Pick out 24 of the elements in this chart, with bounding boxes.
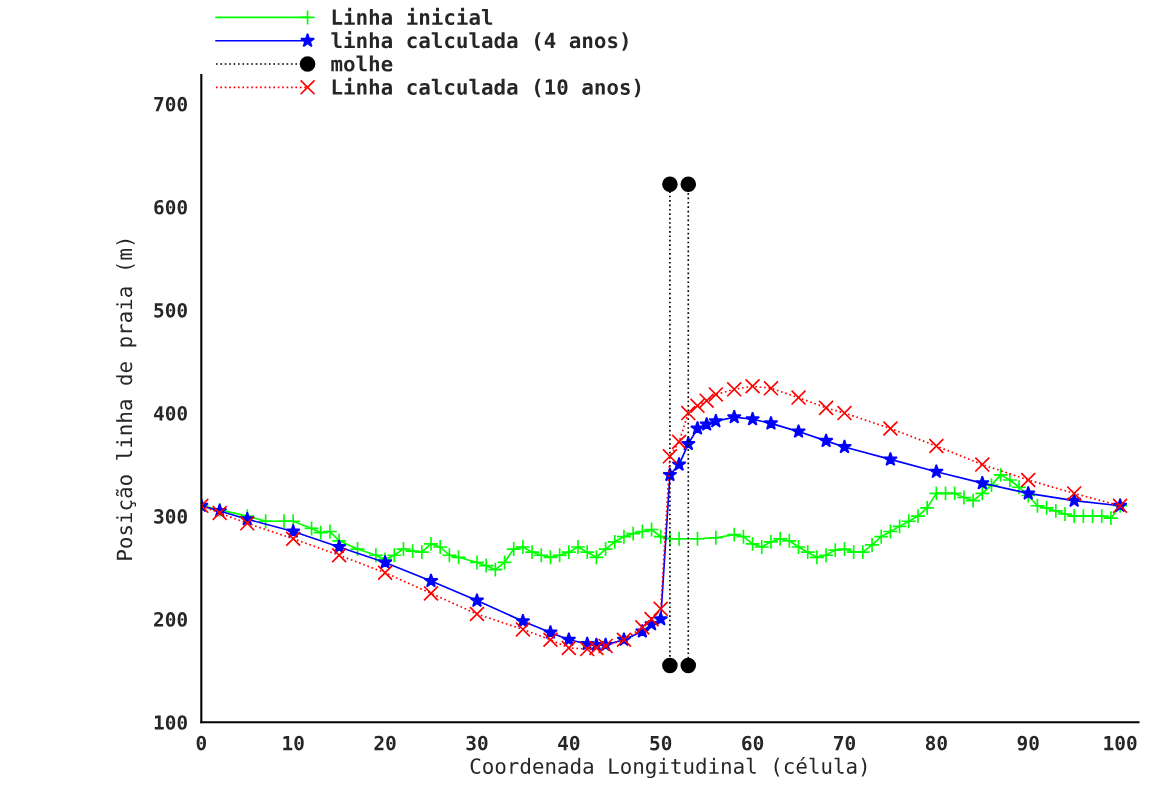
x-tick-label: 100 bbox=[1104, 735, 1137, 751]
y-tick-label: 500 bbox=[154, 302, 187, 318]
y-tick-label: 100 bbox=[154, 715, 187, 730]
x-tick-label: 10 bbox=[283, 735, 304, 751]
x-tick-label: 70 bbox=[834, 735, 856, 751]
y-tick-label: 200 bbox=[154, 612, 187, 627]
y-axis-title: Posição linha de praia (m) bbox=[115, 239, 137, 560]
x-tick-label: 80 bbox=[925, 735, 947, 751]
y-tick-label: 400 bbox=[153, 405, 187, 421]
y-tick-label: 600 bbox=[154, 199, 187, 215]
legend-label: molhe bbox=[331, 55, 393, 72]
legend-label: Linha calculada (10 anos) bbox=[332, 77, 641, 98]
legend-label: linha calculada (4 anos) bbox=[331, 31, 628, 51]
x-tick-label: 0 bbox=[196, 735, 206, 751]
x-tick-label: 50 bbox=[650, 735, 672, 751]
x-tick-label: 60 bbox=[742, 735, 764, 751]
x-tick-label: 40 bbox=[558, 735, 580, 751]
x-tick-label: 30 bbox=[466, 735, 488, 751]
y-tick-label: 300 bbox=[154, 509, 187, 524]
x-axis-title: Coordenada Longitudinal (célula) bbox=[470, 756, 867, 779]
x-tick-label: 20 bbox=[374, 735, 396, 751]
y-tick-label: 700 bbox=[154, 96, 187, 112]
legend-label: Linha inicial bbox=[332, 7, 493, 26]
x-tick-label: 90 bbox=[1017, 735, 1039, 751]
